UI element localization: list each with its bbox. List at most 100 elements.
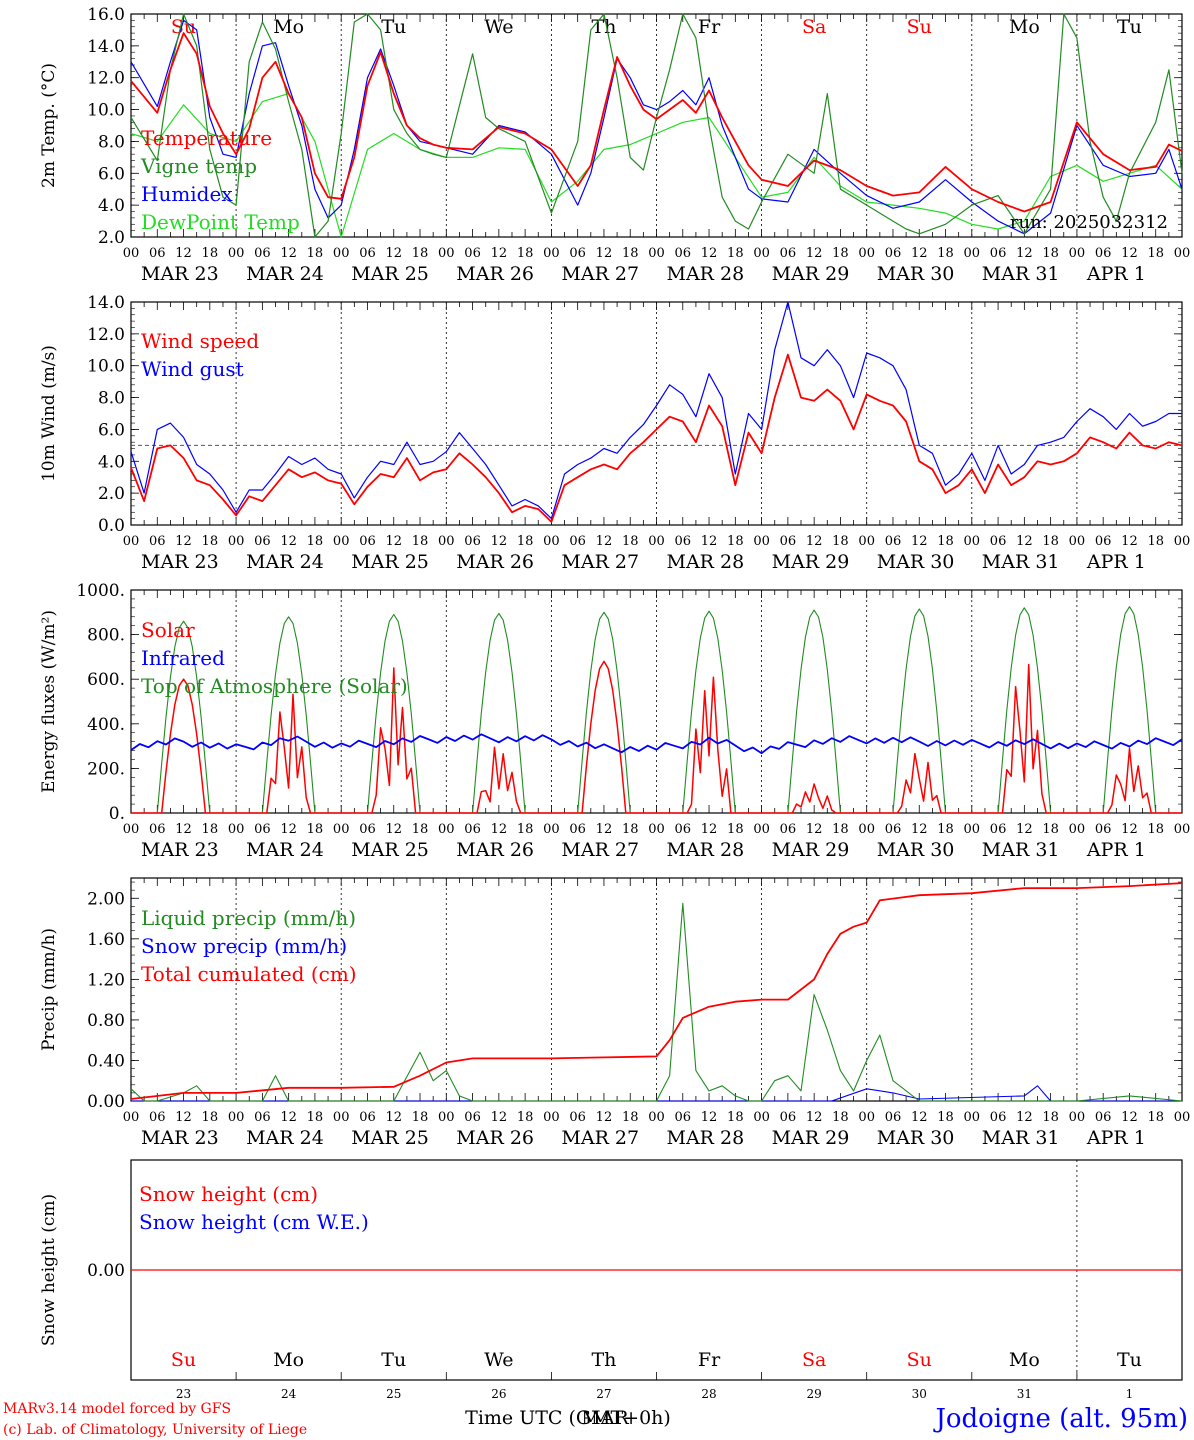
panel-1-hour-label: 00 bbox=[123, 246, 140, 261]
panel-4-ytick-label: 0.40 bbox=[87, 1051, 125, 1071]
panel-3-hour-label: 00 bbox=[964, 822, 981, 837]
panel-1-hour-label: 00 bbox=[1174, 246, 1191, 261]
temp-series-2 bbox=[130, 19, 1183, 235]
panel-2-day-label: MAR 26 bbox=[456, 551, 534, 573]
panel-1-ytick-label: 10.0 bbox=[87, 101, 125, 121]
panel-3-hour-label: 18 bbox=[1042, 822, 1059, 837]
panel-3-ytick-label: 200. bbox=[87, 759, 125, 779]
panel-4-day-label: MAR 31 bbox=[982, 1127, 1060, 1149]
panel-5-day-number: 27 bbox=[596, 1387, 611, 1401]
panel-4-hour-label: 00 bbox=[123, 1110, 140, 1125]
panel-1-hour-label: 06 bbox=[359, 246, 376, 261]
panel-3-hour-label: 18 bbox=[307, 822, 324, 837]
panel-4-ytick-label: 2.00 bbox=[87, 889, 125, 909]
panel-1-weekday: Su bbox=[907, 16, 932, 38]
panel-2-hour-label: 00 bbox=[228, 534, 245, 549]
panel-4-hour-label: 12 bbox=[701, 1110, 718, 1125]
panel-1-hour-label: 12 bbox=[1121, 246, 1138, 261]
panel-2-hour-label: 18 bbox=[1147, 534, 1164, 549]
temp-series-3 bbox=[130, 92, 1183, 238]
panel-2-hour-label: 18 bbox=[517, 534, 534, 549]
panel-1-hour-label: 00 bbox=[228, 246, 245, 261]
panel-3-hour-label: 18 bbox=[1147, 822, 1164, 837]
temp-legend-2: Humidex bbox=[141, 182, 233, 206]
panel-1-hour-label: 12 bbox=[385, 246, 402, 261]
panel-2-hour-label: 00 bbox=[333, 534, 350, 549]
precip-series-0 bbox=[130, 902, 1183, 1102]
panel-4-hour-label: 18 bbox=[1042, 1110, 1059, 1125]
panel-1-ylabel: 2m Temp. (°C) bbox=[39, 63, 59, 188]
panel-1-day-label: MAR 30 bbox=[877, 263, 955, 285]
panel-2-ytick-label: 10.0 bbox=[87, 357, 125, 377]
panel-3-day-label: MAR 31 bbox=[982, 839, 1060, 861]
panel-3-hour-label: 00 bbox=[123, 822, 140, 837]
panel-4-day-label: MAR 24 bbox=[246, 1127, 324, 1149]
panel-3-ytick-label: 400. bbox=[87, 715, 125, 735]
panel-4-hour-label: 12 bbox=[806, 1110, 823, 1125]
panel-3-day-label: MAR 23 bbox=[141, 839, 219, 861]
panel-1-weekday: Tu bbox=[1117, 16, 1142, 38]
panel-4-hour-label: 00 bbox=[228, 1110, 245, 1125]
panel-1-ytick-label: 14.0 bbox=[87, 37, 125, 57]
panel-4-ylabel: Precip (mm/h) bbox=[39, 928, 59, 1051]
panel-2-ytick-label: 6.0 bbox=[98, 420, 125, 440]
panel-1-weekday: Mo bbox=[273, 16, 304, 38]
temp-legend-3: DewPoint Temp bbox=[141, 210, 300, 234]
panel-3-hour-label: 06 bbox=[885, 822, 902, 837]
panel-2-day-label: MAR 30 bbox=[877, 551, 955, 573]
panel-3-hour-label: 06 bbox=[254, 822, 271, 837]
wind-legend-1: Wind gust bbox=[141, 357, 244, 381]
panel-2-hour-label: 12 bbox=[175, 534, 192, 549]
panel-3-ytick-label: 1000. bbox=[76, 581, 125, 601]
panel-5-ytick-label: 0.00 bbox=[87, 1261, 125, 1281]
panel-1-hour-label: 18 bbox=[1147, 246, 1164, 261]
snow-legend-1: Snow height (cm W.E.) bbox=[139, 1210, 369, 1234]
panel-2-hour-label: 06 bbox=[254, 534, 271, 549]
panel-1-hour-label: 12 bbox=[1016, 246, 1033, 261]
panel-4-hour-label: 18 bbox=[727, 1110, 744, 1125]
panel-1-hour-label: 06 bbox=[990, 246, 1007, 261]
panel-4-hour-label: 12 bbox=[1121, 1110, 1138, 1125]
panel-3-hour-label: 06 bbox=[780, 822, 797, 837]
panel-3-ytick-label: 0. bbox=[109, 804, 125, 824]
panel-4-hour-label: 12 bbox=[1016, 1110, 1033, 1125]
panel-2-hour-label: 06 bbox=[885, 534, 902, 549]
panel-1-hour-label: 12 bbox=[175, 246, 192, 261]
panel-4-ytick-label: 1.60 bbox=[87, 930, 125, 950]
panel-5-ylabel: Snow height (cm) bbox=[39, 1194, 59, 1346]
panel-5-day-number: 29 bbox=[807, 1387, 822, 1401]
panel-4-day-label: MAR 28 bbox=[667, 1127, 745, 1149]
panel-2-hour-label: 00 bbox=[543, 534, 560, 549]
panel-2-day-label: MAR 27 bbox=[561, 551, 639, 573]
panel-3-hour-label: 06 bbox=[1095, 822, 1112, 837]
panel-4-hour-label: 18 bbox=[202, 1110, 219, 1125]
panel-2-hour-label: 18 bbox=[727, 534, 744, 549]
panel-2-hour-label: 00 bbox=[858, 534, 875, 549]
panel-1-hour-label: 12 bbox=[491, 246, 508, 261]
panel-4-hour-label: 18 bbox=[517, 1110, 534, 1125]
panel-1-hour-label: 00 bbox=[648, 246, 665, 261]
temp-legend-1: Vigne temp bbox=[140, 154, 257, 178]
panel-1-hour-label: 18 bbox=[622, 246, 639, 261]
panel-4-ytick-label: 0.00 bbox=[87, 1092, 125, 1112]
panel-3-hour-label: 06 bbox=[359, 822, 376, 837]
footer-lab: (c) Lab. of Climatology, University of L… bbox=[3, 1422, 307, 1438]
panel-5-day-number: 24 bbox=[281, 1387, 297, 1401]
wind-series-1 bbox=[130, 301, 1182, 520]
panel-4-hour-label: 00 bbox=[858, 1110, 875, 1125]
panel-1-hour-label: 12 bbox=[701, 246, 718, 261]
panel-3-hour-label: 00 bbox=[858, 822, 875, 837]
panel-2-hour-label: 06 bbox=[569, 534, 586, 549]
panel-4-hour-label: 06 bbox=[149, 1110, 166, 1125]
run-label: run: 2025032312 bbox=[1010, 212, 1168, 233]
panel-2-hour-label: 18 bbox=[832, 534, 849, 549]
panel-3-hour-label: 00 bbox=[753, 822, 770, 837]
panel-5-day-number: 31 bbox=[1017, 1387, 1032, 1401]
panel-1-hour-label: 00 bbox=[543, 246, 560, 261]
precip-series-1 bbox=[131, 1085, 1182, 1102]
panel-4-hour-label: 06 bbox=[359, 1110, 376, 1125]
panel-2-hour-label: 00 bbox=[753, 534, 770, 549]
solar-series bbox=[131, 660, 1182, 814]
panel-2-day-label: MAR 29 bbox=[772, 551, 850, 573]
panel-4-hour-label: 06 bbox=[675, 1110, 692, 1125]
